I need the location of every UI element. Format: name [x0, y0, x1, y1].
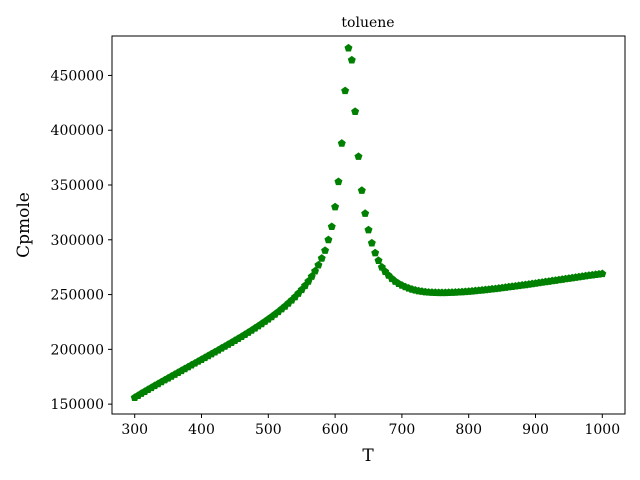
y-tick-label: 200000 [51, 342, 104, 358]
data-point [371, 248, 380, 257]
data-point [324, 235, 333, 244]
data-point [331, 202, 340, 211]
data-point [334, 177, 343, 186]
x-tick-label: 1000 [584, 422, 620, 438]
data-point [367, 238, 376, 247]
data-point [361, 209, 370, 217]
data-point [311, 266, 320, 275]
x-tick-label: 400 [188, 422, 215, 438]
y-tick-label: 450000 [51, 68, 104, 84]
x-tick-label: 800 [455, 422, 482, 438]
y-axis-label: Cpmole [14, 192, 34, 258]
data-point [317, 254, 326, 262]
marker-layer [130, 43, 607, 401]
y-axis: 150000 200000 250000 300000 350000 400000 4500… [51, 68, 112, 413]
x-tick-label: 700 [389, 422, 416, 438]
data-point [354, 152, 363, 160]
data-point [364, 225, 373, 234]
data-point [351, 107, 360, 115]
data-point [357, 186, 366, 194]
x-tick-label: 500 [255, 422, 282, 438]
data-point [321, 246, 330, 254]
x-axis: 300 400 500 600 700 800 900 1000 [121, 414, 620, 438]
data-point [337, 139, 346, 147]
x-tick-label: 300 [121, 422, 148, 438]
data-point [347, 55, 356, 64]
data-point [344, 43, 353, 52]
x-tick-label: 900 [522, 422, 549, 438]
data-point [374, 256, 383, 265]
data-point [598, 269, 607, 278]
y-tick-label: 400000 [51, 123, 104, 139]
y-tick-label: 250000 [51, 288, 104, 304]
plot-area [111, 35, 626, 415]
chart-title: toluene [341, 15, 394, 31]
y-tick-label: 350000 [51, 178, 104, 194]
x-tick-label: 600 [322, 422, 349, 438]
x-axis-label: T [362, 446, 374, 466]
data-point [314, 260, 323, 269]
data-point [327, 222, 336, 231]
y-tick-label: 150000 [51, 397, 104, 413]
y-tick-label: 300000 [51, 233, 104, 249]
data-point [341, 86, 350, 95]
